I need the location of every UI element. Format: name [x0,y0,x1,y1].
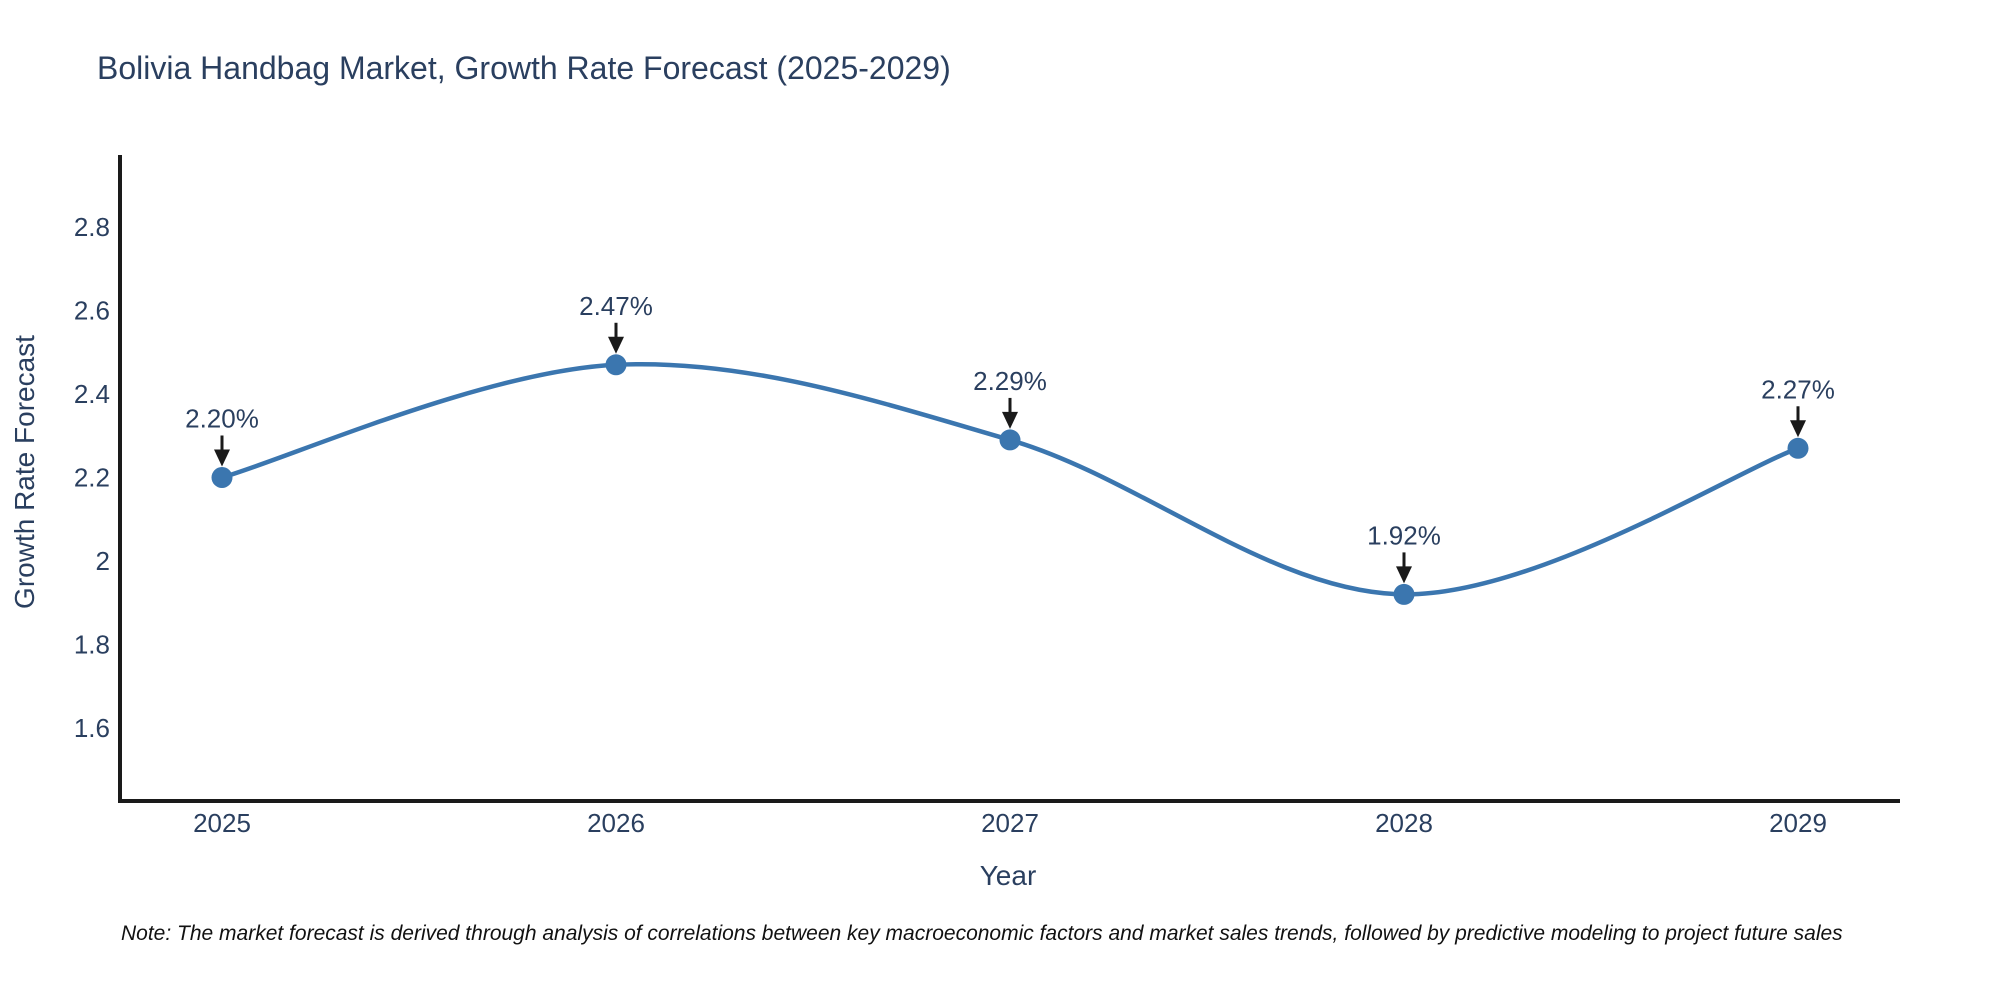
x-tick-label: 2025 [193,808,251,838]
annotation-arrowhead [214,449,230,467]
point-annotation-label: 2.47% [579,291,653,321]
y-tick-label: 2.4 [74,379,110,409]
annotation-arrowhead [1002,411,1018,429]
data-point-marker [605,354,627,376]
point-annotation-label: 2.20% [185,404,259,434]
y-tick-label: 1.6 [74,713,110,743]
y-tick-label: 2.6 [74,296,110,326]
y-tick-labels: 2.8 2.6 2.4 2.2 2 1.8 1.6 [74,212,110,743]
series-markers [211,354,1809,605]
y-tick-label: 1.8 [74,630,110,660]
x-tick-label: 2026 [587,808,645,838]
x-tick-label: 2028 [1375,808,1433,838]
y-tick-label: 2 [96,546,110,576]
data-point-marker [999,429,1021,451]
annotation-arrowhead [608,336,624,354]
point-annotation-label: 2.27% [1761,374,1835,404]
x-tick-labels: 2025 2026 2027 2028 2029 [193,808,1827,838]
footnote: Note: The market forecast is derived thr… [121,922,1843,945]
x-tick-label: 2029 [1769,808,1827,838]
point-annotation-label: 2.29% [973,366,1047,396]
y-tick-label: 2.2 [74,463,110,493]
point-annotations: 2.20% 2.47% 2.29% 1.92% 2.27% [185,291,1835,584]
annotation-arrowhead [1396,566,1412,584]
point-annotation-label: 1.92% [1367,520,1441,550]
x-axis-title: Year [980,860,1037,891]
data-point-marker [1393,583,1415,605]
x-tick-label: 2027 [981,808,1039,838]
data-point-marker [1787,437,1809,459]
y-axis-title: Growth Rate Forecast [9,335,40,609]
y-tick-label: 2.8 [74,212,110,242]
annotation-arrowhead [1790,420,1806,438]
data-point-marker [211,467,233,488]
chart-title: Bolivia Handbag Market, Growth Rate Fore… [97,50,951,86]
